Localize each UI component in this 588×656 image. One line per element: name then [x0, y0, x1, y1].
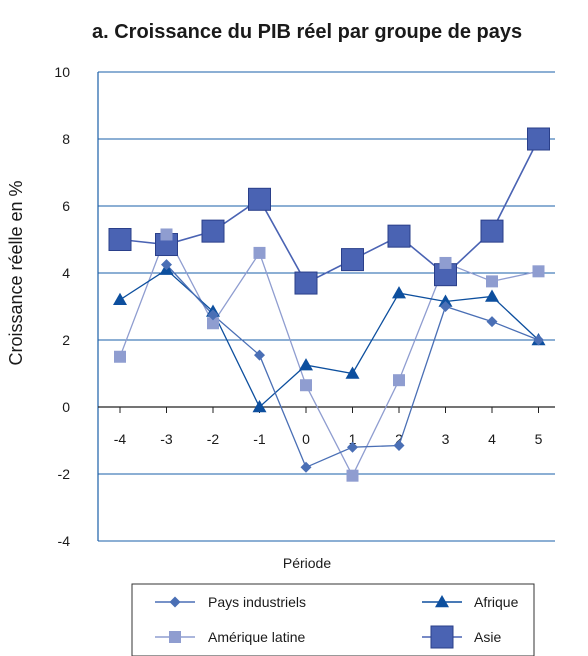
x-tick-label: 1 [349, 431, 357, 447]
y-tick-label: -2 [58, 466, 71, 482]
data-point-latam [346, 469, 359, 482]
series-lines [119, 138, 540, 478]
legend-marker-latam [169, 631, 181, 643]
legend-label-latam: Amérique latine [208, 629, 305, 645]
series-line-asia [119, 138, 540, 285]
data-point-latam [532, 265, 545, 278]
y-axis-label: Croissance réelle en % [6, 180, 26, 365]
data-point-africa [392, 286, 406, 299]
data-point-industrial [300, 461, 312, 473]
data-point-latam [486, 275, 498, 288]
data-point-asia [248, 187, 271, 211]
data-point-africa [252, 400, 267, 413]
x-tick-label: -3 [160, 431, 173, 447]
y-tick-label: 4 [62, 265, 70, 281]
data-point-asia [294, 271, 318, 295]
y-tick-label: 2 [62, 332, 70, 348]
data-point-asia [341, 248, 364, 272]
data-point-asia [480, 219, 504, 243]
chart-title: a. Croissance du PIB réel par groupe de … [92, 21, 522, 43]
legend-marker-industrial [169, 596, 181, 608]
x-tick-label: -4 [114, 431, 127, 447]
data-point-industrial [161, 259, 172, 271]
y-tick-label: -4 [58, 533, 71, 549]
data-point-latam [160, 228, 173, 241]
x-axis-label: Période [283, 555, 331, 571]
x-ticks: -4 -3 -2 -1 0 1 2 3 4 5 [114, 407, 543, 447]
x-tick-label: 4 [488, 431, 496, 447]
data-point-industrial [207, 309, 219, 321]
x-tick-label: 2 [395, 431, 403, 447]
data-point-latam [253, 246, 266, 259]
data-point-latam [439, 256, 452, 269]
data-point-latam [393, 374, 405, 387]
data-point-africa [299, 358, 313, 371]
data-point-africa [345, 366, 360, 379]
legend-box [131, 583, 535, 656]
data-point-latam [300, 379, 312, 392]
legend-marker-asia [430, 625, 454, 649]
axes [97, 71, 555, 542]
legend-label-africa: Afrique [474, 594, 519, 610]
legend-marker-africa [435, 595, 449, 608]
legend: Pays industriels Afrique Amérique latine As… [131, 583, 535, 656]
data-point-latam [207, 317, 219, 330]
series-line-africa [119, 268, 539, 409]
legend-label-industrial: Pays industriels [208, 594, 306, 610]
data-point-industrial [533, 334, 544, 346]
data-point-asia [108, 228, 132, 251]
x-tick-label: -1 [253, 431, 266, 447]
data-point-africa [438, 294, 453, 307]
data-point-asia [387, 224, 411, 248]
y-ticks: 10 8 6 4 2 0 -2 -4 [54, 64, 70, 549]
y-tick-label: 8 [62, 131, 70, 147]
x-tick-label: 3 [442, 431, 450, 447]
x-tick-label: -2 [207, 431, 220, 447]
data-point-asia [201, 219, 225, 243]
x-tick-label: 5 [535, 431, 543, 447]
data-point-africa [113, 292, 127, 306]
y-tick-label: 10 [54, 64, 70, 80]
data-point-industrial [393, 440, 405, 452]
series-line-latam [119, 232, 539, 478]
data-point-industrial [440, 301, 451, 312]
data-point-latam [114, 350, 126, 363]
legend-label-asia: Asie [474, 629, 501, 645]
y-tick-label: 0 [62, 399, 70, 415]
data-point-africa [485, 289, 499, 302]
data-point-industrial [347, 441, 358, 453]
data-point-asia [527, 127, 550, 151]
data-point-industrial [486, 316, 498, 328]
data-point-industrial [254, 349, 265, 361]
series-markers [108, 127, 550, 482]
y-tick-label: 6 [62, 198, 70, 214]
x-tick-label: 0 [302, 431, 310, 447]
